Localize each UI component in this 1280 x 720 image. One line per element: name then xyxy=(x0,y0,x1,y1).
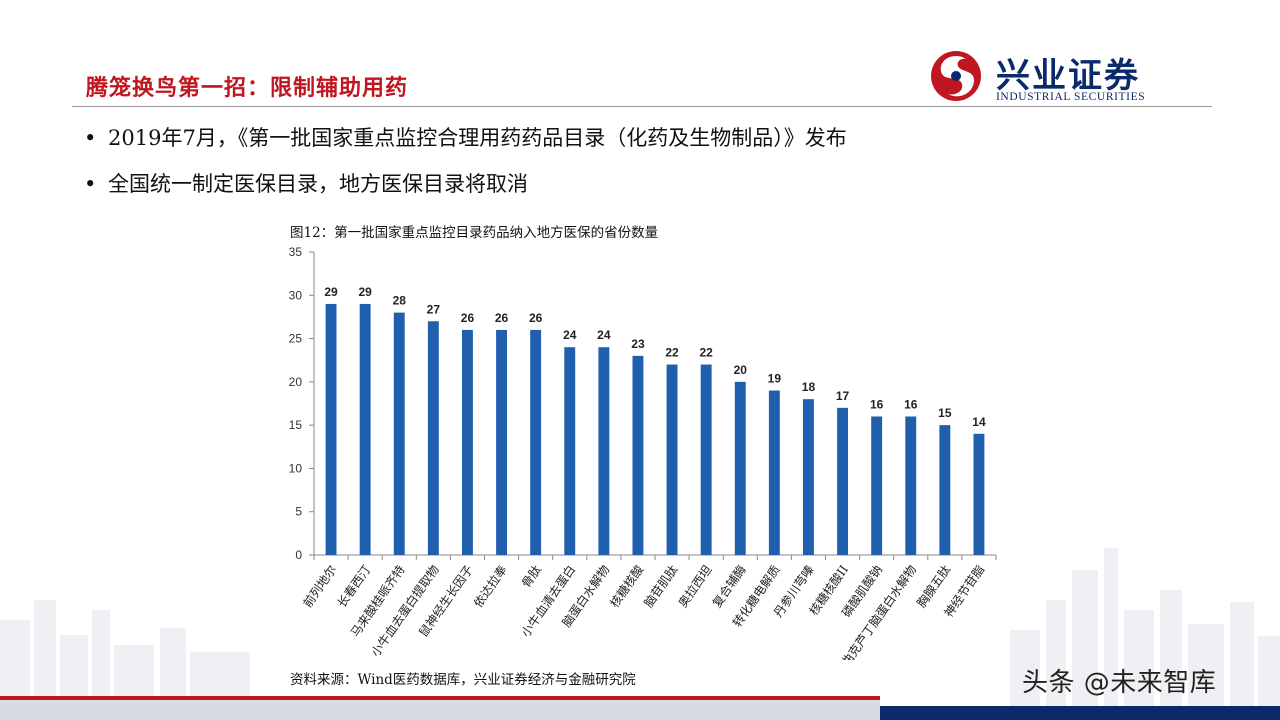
data-label: 16 xyxy=(870,397,884,411)
bar xyxy=(939,425,951,555)
data-label: 17 xyxy=(836,389,850,403)
data-label: 20 xyxy=(734,363,748,377)
data-label: 28 xyxy=(393,294,407,308)
footer-navy-band xyxy=(880,706,1280,720)
y-tick-label: 25 xyxy=(289,332,303,346)
bar xyxy=(564,347,576,555)
bar xyxy=(598,347,610,555)
data-label: 14 xyxy=(972,415,986,429)
bar xyxy=(666,364,678,555)
bullet-list: 2019年7月，《第一批国家重点监控合理用药药品目录（化药及生物制品）》发布 全… xyxy=(84,124,847,216)
category-label: 前列地尔 xyxy=(300,562,340,610)
data-label: 26 xyxy=(461,311,475,325)
data-label: 24 xyxy=(563,328,577,342)
data-label: 22 xyxy=(699,346,713,360)
y-tick-label: 0 xyxy=(295,548,302,562)
category-label: 脑苷肌肽 xyxy=(641,562,681,610)
data-label: 26 xyxy=(529,311,543,325)
bar xyxy=(700,364,712,555)
bar xyxy=(496,329,508,555)
bar xyxy=(734,381,746,555)
industrial-securities-logo-icon xyxy=(931,51,981,101)
category-label: 奥拉西坦 xyxy=(675,562,715,610)
data-label: 23 xyxy=(631,337,645,351)
data-label: 27 xyxy=(427,302,441,316)
data-label: 16 xyxy=(904,397,918,411)
y-tick-label: 30 xyxy=(289,288,303,302)
y-tick-label: 15 xyxy=(289,418,303,432)
category-label: 依达拉奉 xyxy=(470,562,510,610)
bar xyxy=(325,303,337,555)
data-label: 29 xyxy=(324,285,338,299)
data-label: 24 xyxy=(597,328,611,342)
chart-title: 图12：第一批国家重点监控目录药品纳入地方医保的省份数量 xyxy=(290,225,659,241)
source-note: 资料来源：Wind医药数据库，兴业证券经济与金融研究院 xyxy=(290,672,636,688)
watermark: 头条 @未来智库 xyxy=(1022,668,1217,698)
bar-chart: 0510152025303529前列地尔29长春西汀28马来酸桂哌齐特27小牛血… xyxy=(289,245,997,660)
bar xyxy=(359,303,371,555)
data-label: 15 xyxy=(938,406,952,420)
header-divider xyxy=(72,106,1212,107)
bar xyxy=(530,329,542,555)
brand-logo: 兴业证券 INDUSTRIAL SECURITIES xyxy=(930,48,1190,108)
y-tick-label: 20 xyxy=(289,375,303,389)
logo-en-text: INDUSTRIAL SECURITIES xyxy=(996,91,1146,103)
slide-title: 腾笼换鸟第一招：限制辅助用药 xyxy=(86,75,409,101)
bar xyxy=(905,416,917,555)
data-label: 19 xyxy=(768,372,782,386)
footer-band xyxy=(0,696,880,720)
data-label: 29 xyxy=(358,285,372,299)
bar xyxy=(461,329,473,555)
footer-accent-line xyxy=(0,696,880,700)
bar xyxy=(393,312,405,555)
y-tick-label: 35 xyxy=(289,245,303,259)
bar xyxy=(871,416,883,555)
bar xyxy=(802,399,814,555)
data-label: 26 xyxy=(495,311,509,325)
bar xyxy=(973,433,985,555)
bar xyxy=(837,407,849,555)
category-label: 骨肽 xyxy=(518,562,544,590)
data-label: 22 xyxy=(665,346,679,360)
y-tick-label: 10 xyxy=(289,461,303,475)
bar xyxy=(427,321,439,555)
data-label: 18 xyxy=(802,380,816,394)
category-label: 核糖核酸 xyxy=(607,562,647,610)
y-tick-label: 5 xyxy=(295,505,302,519)
bar xyxy=(632,355,644,555)
bar xyxy=(768,390,780,555)
bullet-item: 全国统一制定医保目录，地方医保目录将取消 xyxy=(84,170,847,216)
bullet-item: 2019年7月，《第一批国家重点监控合理用药药品目录（化药及生物制品）》发布 xyxy=(84,124,847,170)
logo-cn-text: 兴业证券 xyxy=(996,56,1140,96)
